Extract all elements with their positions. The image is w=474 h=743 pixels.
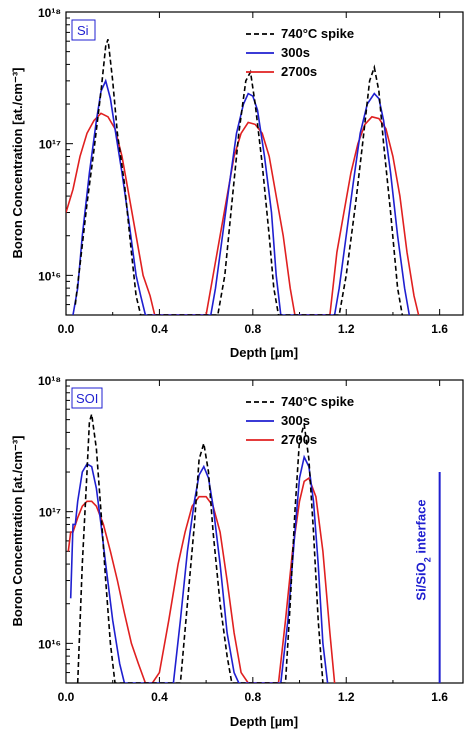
legend-label: 740°C spike: [281, 394, 354, 409]
y-tick-label: 10¹⁶: [38, 269, 61, 283]
series-line-0: [76, 413, 324, 683]
soi-y-axis-label: Boron Concentration [at./cm⁻³]: [10, 435, 25, 626]
series-line-0: [74, 39, 404, 315]
soi-panel-tag-label: SOI: [76, 391, 98, 406]
x-tick-label: 0.4: [151, 690, 168, 704]
series-line-2: [67, 476, 336, 683]
legend-label: 300s: [281, 413, 310, 428]
y-tick-label: 10¹⁸: [38, 374, 61, 388]
soi-plot-area: [65, 379, 464, 684]
si-panel-tag: Si: [71, 19, 96, 41]
x-tick-label: 1.2: [338, 322, 355, 336]
soi-x-axis-label: Depth [µm]: [230, 714, 298, 729]
x-tick-label: 0.0: [58, 690, 75, 704]
si-y-axis-label: Boron Concentration [at./cm⁻³]: [10, 67, 25, 258]
soi-axis-ticks: 0.0 0.4 0.8 1.2 1.6 10¹⁶ 10¹⁷ 10¹⁸: [38, 374, 448, 704]
series-line-2: [66, 112, 420, 315]
y-tick-label: 10¹⁶: [38, 637, 61, 651]
si-legend: 740°C spike 300s 2700s: [246, 26, 354, 79]
si-plot-area: [65, 11, 464, 316]
x-tick-label: 0.8: [244, 322, 261, 336]
si-chart: 0.0 0.4 0.8 1.2 1.6 10¹⁶ 10¹⁷ 10¹⁸ 740°C spike 3…: [10, 6, 464, 360]
soi-chart: 0.0 0.4 0.8 1.2 1.6 10¹⁶ 10¹⁷ 10¹⁸ 740°C spike 3…: [10, 374, 464, 729]
interface-label-tail: interface: [414, 499, 429, 557]
x-tick-label: 0.0: [58, 322, 75, 336]
legend-label: 300s: [281, 45, 310, 60]
interface-label-main: Si/SiO: [414, 562, 429, 600]
si-axis-ticks: 0.0 0.4 0.8 1.2 1.6 10¹⁶ 10¹⁷ 10¹⁸: [38, 6, 448, 336]
interface-label-sub: 2: [423, 557, 433, 562]
si-panel-tag-label: Si: [77, 23, 89, 38]
x-tick-label: 1.6: [431, 690, 448, 704]
x-tick-label: 1.6: [431, 322, 448, 336]
si-x-axis-label: Depth [µm]: [230, 345, 298, 360]
legend-label: 2700s: [281, 64, 317, 79]
soi-panel-tag: SOI: [71, 387, 103, 409]
series-line-1: [72, 78, 411, 315]
legend-label: 2700s: [281, 432, 317, 447]
soi-series-group: [67, 413, 336, 683]
x-tick-label: 0.4: [151, 322, 168, 336]
x-tick-label: 0.8: [244, 690, 261, 704]
x-tick-label: 1.2: [338, 690, 355, 704]
y-tick-label: 10¹⁷: [39, 506, 61, 520]
series-line-1: [69, 454, 329, 683]
y-tick-label: 10¹⁸: [38, 6, 61, 20]
soi-interface-label: Si/SiO2 interface: [414, 499, 433, 600]
soi-legend: 740°C spike 300s 2700s: [246, 394, 354, 447]
legend-label: 740°C spike: [281, 26, 354, 41]
y-tick-label: 10¹⁷: [39, 138, 61, 152]
si-series-group: [66, 39, 420, 315]
